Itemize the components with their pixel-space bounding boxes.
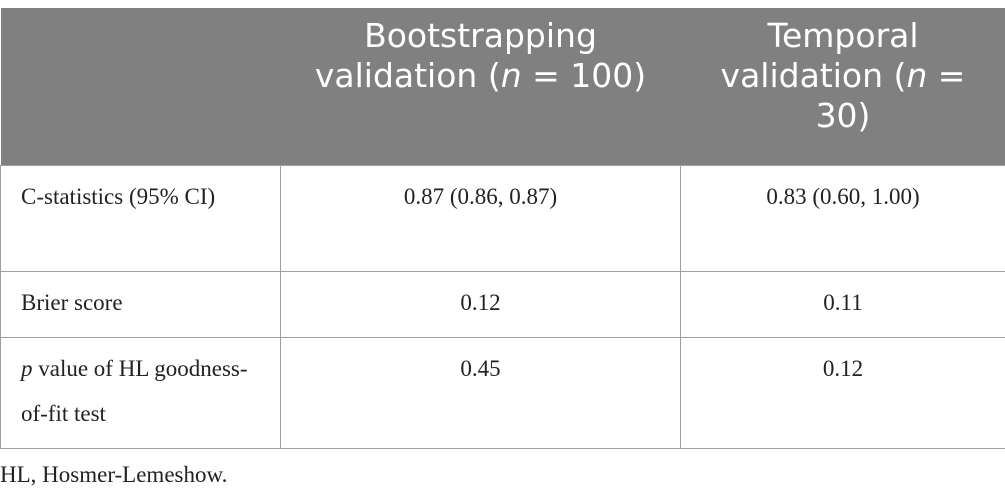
table-row: C-statistics (95% CI) 0.87 (0.86, 0.87) 0.… <box>0 164 1005 272</box>
row-label: Brier score <box>0 270 281 338</box>
text-part: = 30) <box>815 56 966 135</box>
row-label: p value of HL goodness-of-fit test <box>0 336 281 449</box>
cell-value: 0.12 <box>680 336 1005 449</box>
header-row: Bootstrapping validation (n = 100) Tempor… <box>0 8 1005 165</box>
row-label: C-statistics (95% CI) <box>0 164 281 272</box>
table-body: C-statistics (95% CI) 0.87 (0.86, 0.87) 0.… <box>0 164 1005 449</box>
cell-value: 0.45 <box>280 336 681 449</box>
cell-value: 0.11 <box>680 270 1005 338</box>
text-part: Temporal validation ( <box>720 16 919 95</box>
text-part: p <box>21 355 33 381</box>
text-part: value of HL goodness-of-fit test <box>21 355 248 426</box>
text-part: = 100) <box>521 56 647 95</box>
header-cell <box>0 8 281 165</box>
cell-value: 0.87 (0.86, 0.87) <box>280 164 681 272</box>
text-part: Bootstrapping validation ( <box>314 16 597 95</box>
table-row: p value of HL goodness-of-fit test 0.45 0.… <box>0 336 1005 449</box>
footnote: HL, Hosmer-Lemeshow. <box>0 462 228 487</box>
cell-value: 0.83 (0.60, 1.00) <box>680 164 1005 272</box>
text-part: n <box>906 56 928 95</box>
header-cell: Bootstrapping validation (n = 100) <box>280 8 681 165</box>
cell-value: 0.12 <box>280 270 681 338</box>
results-table: Bootstrapping validation (n = 100) Tempor… <box>0 8 1005 449</box>
header-cell: Temporal validation (n = 30) <box>680 8 1005 165</box>
table-row: Brier score 0.12 0.11 <box>0 270 1005 338</box>
text-part: n <box>500 56 522 95</box>
